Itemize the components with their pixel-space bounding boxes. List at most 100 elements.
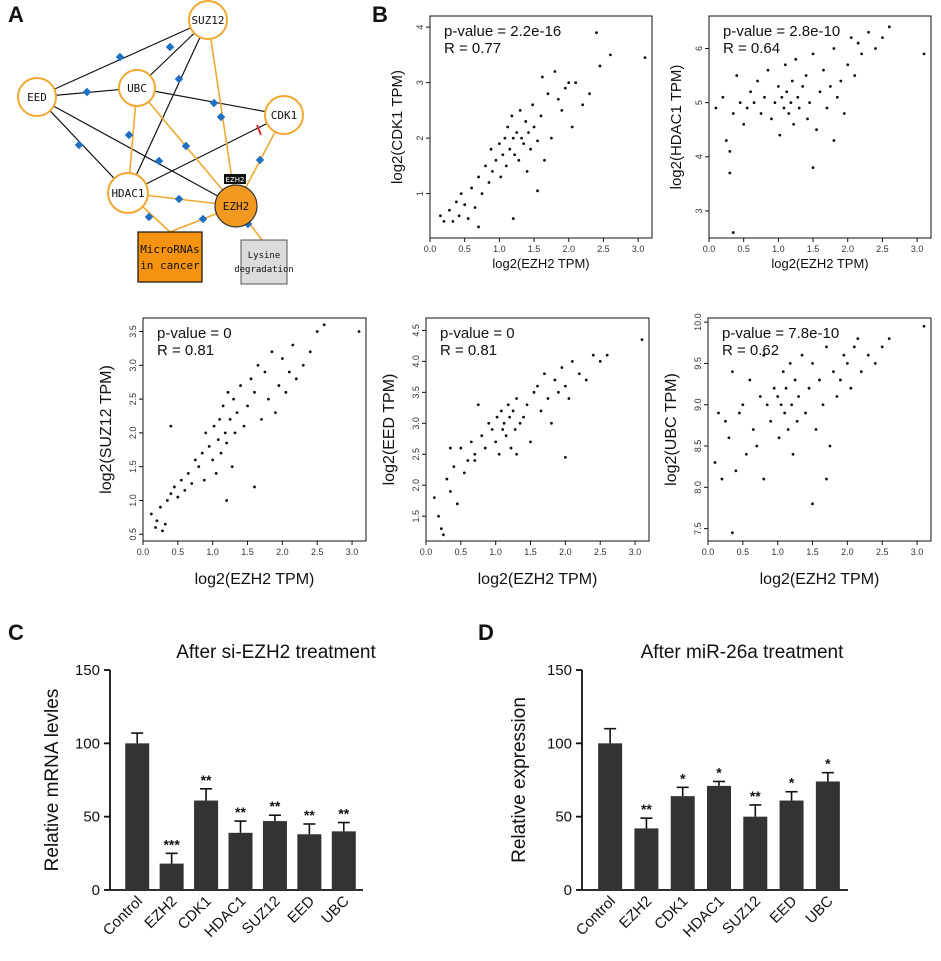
scatter-point xyxy=(784,386,788,390)
scatter-point xyxy=(448,490,452,493)
significance-marker: *** xyxy=(163,836,180,852)
scatter-point xyxy=(846,63,850,67)
y-tick-label: 1.0 xyxy=(128,494,138,507)
x-tick-label: 1.0 xyxy=(206,547,219,557)
category-label: Control xyxy=(573,893,619,939)
scatter-point xyxy=(546,397,550,400)
lysine-box[interactable]: Lysine degradation xyxy=(234,239,294,285)
scatter-point xyxy=(501,428,505,431)
scatter-point xyxy=(529,147,532,151)
scatter-point xyxy=(253,390,256,394)
node-cdk1[interactable]: CDK1 xyxy=(264,95,304,135)
x-axis-label: log2(EZH2 TPM) xyxy=(771,256,868,271)
scatter-point xyxy=(462,471,466,475)
scatter-point xyxy=(842,112,846,115)
scatter-point xyxy=(786,428,790,431)
bar-chart-si-ezh2: 050100150Control***EZH2**CDK1**HDAC1**SU… xyxy=(42,642,376,941)
scatter-point xyxy=(822,68,825,72)
x-tick-label: 2.5 xyxy=(311,547,324,557)
scatter-point xyxy=(856,337,860,341)
diamond-marker xyxy=(198,214,208,224)
scatter-point xyxy=(522,142,526,146)
scatter-point xyxy=(494,158,498,162)
scatter-point xyxy=(515,397,518,400)
edge-hdac1-cdk1 xyxy=(127,114,285,194)
node-eed[interactable]: EED xyxy=(17,77,57,117)
scatter-point xyxy=(520,136,523,140)
y-tick-label: 0 xyxy=(564,882,572,899)
x-tick-label: 2.0 xyxy=(562,244,575,254)
scatter-point xyxy=(577,372,581,376)
scatter-point xyxy=(721,95,725,99)
plot-frame xyxy=(425,317,650,542)
scatter-point xyxy=(731,112,735,115)
scatter-point xyxy=(787,112,791,115)
x-tick-label: 0.0 xyxy=(424,244,437,254)
scatter-point xyxy=(473,459,477,462)
y-axis-label: log2(CDK1 TPM) xyxy=(389,70,406,184)
y-tick-label: 10.0 xyxy=(693,313,703,331)
microrna-label-2: in cancer xyxy=(140,259,200,272)
y-tick-label: 1 xyxy=(415,191,425,196)
scatter-point xyxy=(503,136,507,140)
pvalue-text: p-value = 0 xyxy=(157,325,232,342)
scatter-point xyxy=(713,461,717,464)
bar-chart-mir26a: 050100150Control**EZH2*CDK1*HDAC1**SUZ12… xyxy=(509,642,848,941)
node-hdac1[interactable]: HDAC1 xyxy=(107,172,149,214)
scatter-point xyxy=(200,451,204,455)
scatter-point xyxy=(808,101,811,105)
interaction-network: SUZ12 UBC EED CDK1 HDAC1 EZH2 EZH2 Micro… xyxy=(17,0,304,285)
scatter-point xyxy=(267,397,270,401)
node-suz12[interactable]: SUZ12 xyxy=(188,0,228,40)
scatter-point xyxy=(849,36,853,40)
x-tick-label: 2.5 xyxy=(597,244,610,254)
scatter-point xyxy=(176,495,180,499)
diamond-marker xyxy=(115,52,125,62)
y-tick-label: 1.5 xyxy=(128,460,138,473)
node-ezh2[interactable]: EZH2 EZH2 xyxy=(214,174,258,228)
scatter-point xyxy=(730,531,734,535)
scatter-point xyxy=(839,378,842,382)
x-tick-label: 1.5 xyxy=(806,547,819,557)
node-ubc[interactable]: UBC xyxy=(118,69,156,107)
significance-marker: ** xyxy=(338,806,349,822)
scatter-point xyxy=(801,84,805,88)
scatter-point xyxy=(459,192,463,196)
bar xyxy=(670,796,695,890)
category-label: EZH2 xyxy=(616,893,655,932)
scatter-point xyxy=(515,131,519,134)
chart-title: After miR-26a treatment xyxy=(641,642,844,663)
node-label: SUZ12 xyxy=(191,14,224,27)
scatter-point xyxy=(497,452,501,456)
scatter-point xyxy=(570,125,574,129)
category-label: UBC xyxy=(802,893,837,928)
scatter-point xyxy=(755,444,759,448)
scatter-point xyxy=(532,390,536,394)
scatter-point xyxy=(477,175,480,179)
x-tick-label: 2.5 xyxy=(876,547,889,557)
scatter-point xyxy=(515,452,518,456)
microrna-box[interactable]: MicroRNAs in cancer xyxy=(137,231,203,283)
scatter-point xyxy=(783,411,787,415)
node-circle xyxy=(264,95,304,135)
scatter-point xyxy=(574,81,578,84)
scatter-point xyxy=(773,101,777,105)
scatter-point xyxy=(815,128,818,132)
y-axis-label: log2(EED TPM) xyxy=(381,374,398,486)
scatter-point xyxy=(852,345,856,349)
scatter-point xyxy=(501,153,505,157)
scatter-point xyxy=(218,417,222,421)
scatter-point xyxy=(223,431,227,435)
scatter-point xyxy=(772,386,776,390)
scatter-point xyxy=(640,338,644,342)
y-tick-label: 2.5 xyxy=(411,448,421,461)
pvalue-text: p-value = 2.2e-16 xyxy=(444,23,561,40)
y-axis-label: Relative expression xyxy=(509,697,530,863)
scatter-point xyxy=(777,436,781,440)
scatter-point xyxy=(154,526,157,529)
significance-marker: * xyxy=(825,756,831,772)
bar xyxy=(194,800,219,890)
diamond-marker xyxy=(144,212,154,222)
scatter-point xyxy=(887,25,891,29)
scatter-point xyxy=(806,117,809,121)
